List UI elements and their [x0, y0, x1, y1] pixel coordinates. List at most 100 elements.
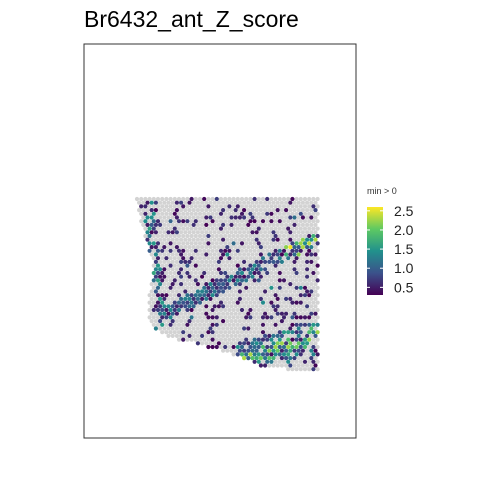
spot	[208, 319, 213, 324]
spot	[197, 337, 203, 342]
spot	[231, 256, 236, 261]
spot	[206, 278, 211, 283]
spot	[189, 211, 194, 216]
spot	[160, 293, 165, 298]
spot	[256, 211, 261, 216]
spot	[162, 304, 167, 309]
spot	[185, 248, 190, 253]
spot	[174, 208, 179, 213]
spot	[223, 330, 228, 335]
spot	[307, 196, 312, 202]
spot	[313, 348, 318, 353]
spot	[216, 245, 221, 250]
spot	[237, 237, 242, 242]
spot	[147, 233, 152, 239]
spot	[267, 245, 272, 250]
spot	[176, 241, 182, 246]
spot	[239, 293, 245, 298]
spot	[216, 237, 221, 242]
spot	[170, 319, 175, 324]
spot	[275, 341, 280, 346]
spot	[162, 208, 167, 213]
spot	[286, 204, 291, 209]
spot	[172, 300, 177, 305]
spot	[235, 337, 240, 342]
spot	[147, 293, 152, 298]
spot	[183, 267, 188, 272]
spot	[267, 267, 272, 272]
spot	[275, 333, 280, 338]
spot	[155, 285, 161, 290]
spot	[170, 237, 175, 242]
spot	[250, 200, 255, 205]
spot	[248, 352, 253, 357]
spot	[311, 248, 316, 253]
spot	[195, 326, 200, 331]
spot	[302, 211, 308, 216]
spot	[244, 196, 249, 202]
spot	[290, 204, 295, 209]
spot	[298, 315, 303, 320]
spot	[179, 289, 184, 294]
spot	[210, 233, 215, 239]
spot	[212, 289, 217, 294]
spot	[254, 222, 259, 227]
spot	[208, 289, 213, 294]
spot	[313, 267, 318, 272]
spot	[290, 219, 295, 224]
spot	[244, 219, 249, 224]
spot	[290, 285, 295, 290]
spot	[229, 333, 234, 338]
spot	[275, 319, 280, 324]
spot	[302, 256, 308, 261]
spot	[202, 219, 207, 224]
spot	[307, 270, 312, 276]
spot	[231, 278, 236, 283]
spot	[267, 304, 272, 309]
spot	[300, 208, 305, 213]
spot	[277, 352, 282, 357]
spot	[269, 248, 274, 253]
spot	[143, 219, 148, 224]
spot	[176, 322, 182, 327]
spot	[260, 344, 266, 350]
spot	[164, 196, 169, 202]
spot	[200, 230, 205, 235]
spot	[265, 204, 270, 209]
spot	[239, 300, 245, 305]
spot	[309, 237, 314, 242]
spot	[172, 233, 177, 239]
spot	[216, 304, 221, 309]
spot	[187, 274, 192, 279]
spot	[279, 341, 284, 346]
spot	[179, 282, 184, 287]
spot	[189, 226, 194, 231]
spot	[263, 282, 268, 287]
spot	[221, 245, 226, 250]
spot	[277, 204, 282, 209]
spot	[191, 326, 196, 331]
spot	[258, 341, 263, 346]
spot	[271, 215, 276, 220]
spot	[174, 296, 179, 301]
spot	[214, 307, 219, 313]
spot	[260, 322, 266, 327]
spot	[284, 341, 289, 346]
spot	[197, 300, 203, 305]
spot	[221, 274, 226, 279]
spot	[296, 363, 301, 368]
spot	[284, 348, 289, 353]
spot	[265, 307, 270, 313]
spot	[313, 311, 318, 316]
spot	[212, 326, 217, 331]
spot	[229, 230, 234, 235]
spot	[315, 211, 320, 216]
spot	[305, 282, 310, 287]
spot	[237, 274, 242, 279]
spot	[172, 219, 177, 224]
spot	[260, 285, 266, 290]
spot	[168, 322, 173, 327]
spot	[214, 204, 219, 209]
spot	[305, 200, 310, 205]
spot	[204, 208, 209, 213]
